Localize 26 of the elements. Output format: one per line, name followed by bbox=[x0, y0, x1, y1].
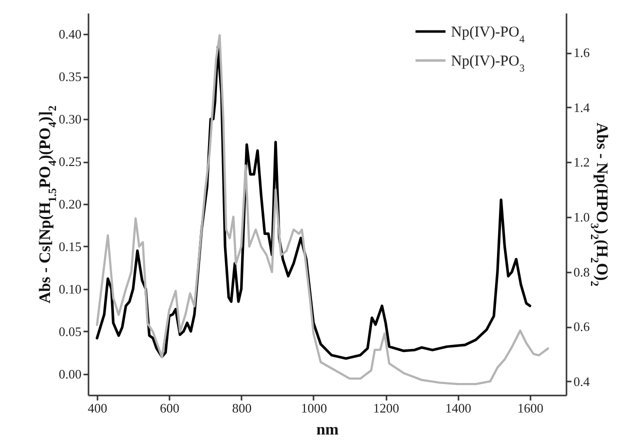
x-tick-label: 400 bbox=[88, 400, 108, 416]
x-tick-label: 600 bbox=[160, 400, 180, 416]
y-tick-label: 0.40 bbox=[58, 26, 82, 42]
legend-label: Np(IV)-PO$_{4}$ bbox=[451, 24, 526, 45]
y2-tick-label: 1.2 bbox=[574, 154, 590, 170]
x-axis-title: nm bbox=[316, 422, 340, 438]
y-tick-label: 0.20 bbox=[58, 196, 82, 212]
x-tick-label: 800 bbox=[232, 400, 252, 416]
x-tick-label: 1600 bbox=[517, 400, 544, 416]
y2-tick-label: 1.4 bbox=[574, 100, 590, 115]
y-tick-label: 0.10 bbox=[58, 281, 82, 296]
y-tick-label: 0.00 bbox=[58, 366, 82, 382]
y2-tick-label: 0.4 bbox=[574, 374, 590, 389]
y2-tick-label: 1.0 bbox=[574, 210, 590, 225]
y2-tick-label: 0.6 bbox=[574, 319, 590, 334]
legend-label: Np(IV)-PO$_{3}$ bbox=[451, 54, 525, 74]
y-tick-label: 0.05 bbox=[58, 324, 82, 339]
y-tick-label: 0.25 bbox=[58, 154, 82, 170]
y2-tick-label: 1.6 bbox=[574, 45, 590, 60]
x-tick-label: 1000 bbox=[300, 400, 327, 416]
y2-tick-label: 0.8 bbox=[574, 264, 590, 280]
x-tick-label: 1200 bbox=[373, 400, 400, 416]
x-tick-label: 1400 bbox=[445, 400, 472, 416]
y-tick-label: 0.15 bbox=[58, 238, 82, 254]
y-tick-label: 0.30 bbox=[58, 112, 82, 127]
y-tick-label: 0.35 bbox=[58, 69, 82, 84]
